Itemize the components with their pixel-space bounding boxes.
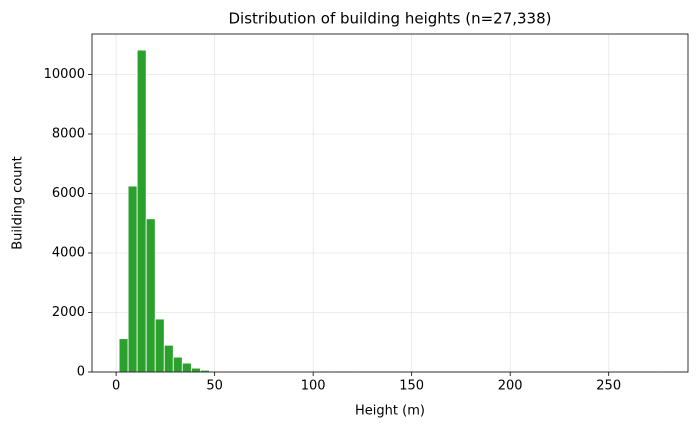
bar xyxy=(154,318,165,373)
x-tick-label: 50 xyxy=(206,379,223,394)
x-tick-label: 150 xyxy=(399,379,424,394)
bar xyxy=(190,367,201,373)
bar xyxy=(172,356,183,373)
y-tick-label: 10000 xyxy=(44,67,85,82)
axes-frame xyxy=(91,33,689,373)
x-tick-label: 200 xyxy=(498,379,523,394)
chart-title: Distribution of building heights (n=27,3… xyxy=(228,10,551,28)
y-tick-label: 6000 xyxy=(52,186,85,201)
bar xyxy=(145,218,156,373)
y-tick-label: 2000 xyxy=(52,305,85,320)
x-tick-label: 100 xyxy=(301,379,326,394)
bar xyxy=(163,344,174,373)
x-axis-label: Height (m) xyxy=(355,404,425,419)
y-tick-label: 0 xyxy=(77,365,85,380)
bar xyxy=(181,362,192,373)
x-tick-label: 250 xyxy=(596,379,621,394)
bar xyxy=(118,338,129,373)
x-tick-label: 0 xyxy=(112,379,120,394)
y-tick-label: 4000 xyxy=(52,245,85,260)
y-tick-label: 8000 xyxy=(52,126,85,141)
y-axis-label: Building count xyxy=(11,156,26,250)
bar xyxy=(136,49,147,373)
bar xyxy=(127,185,138,373)
